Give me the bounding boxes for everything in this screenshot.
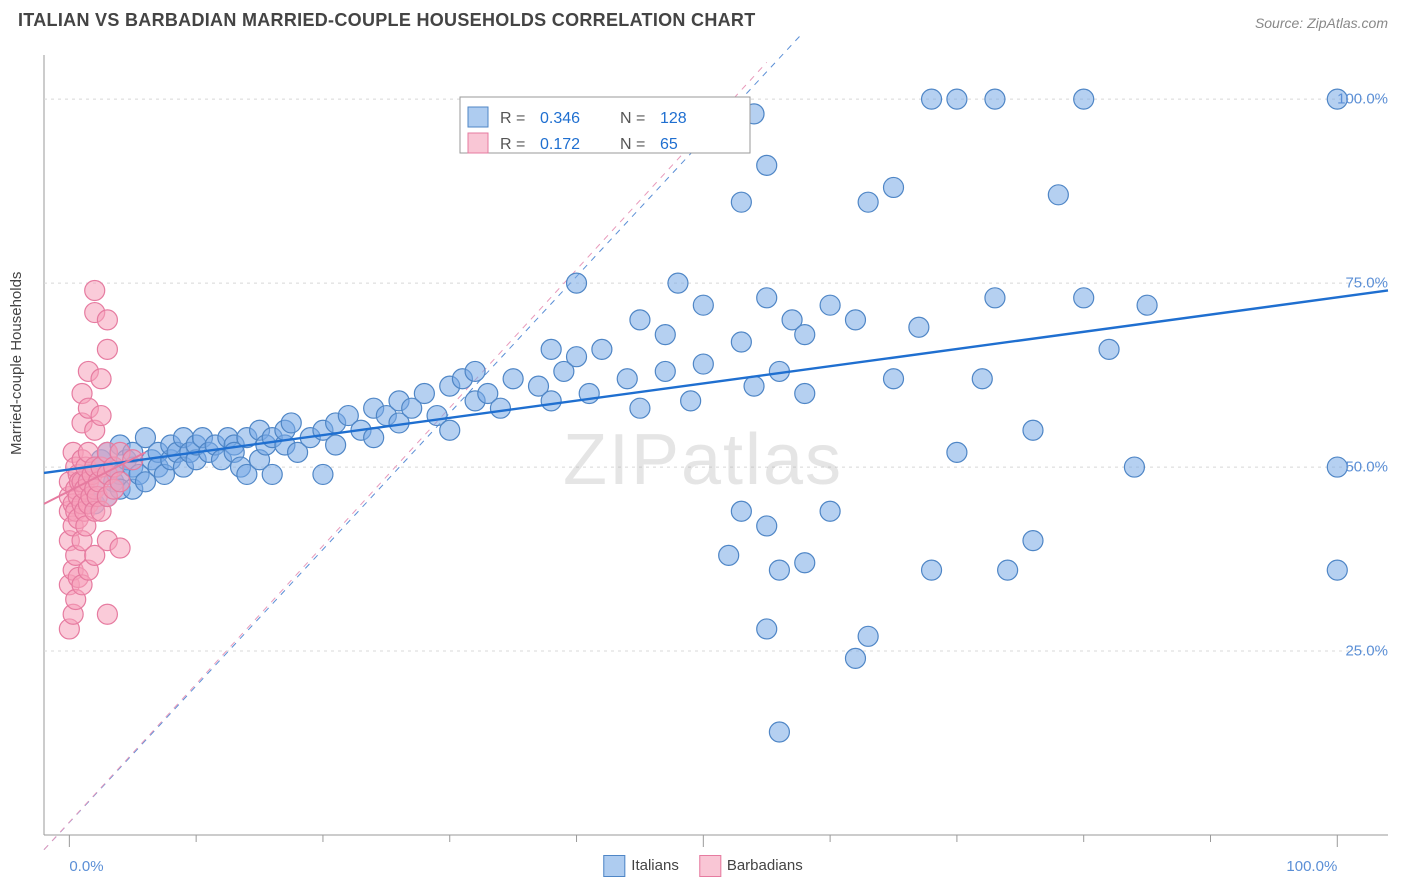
y-axis-label: Married-couple Households	[8, 272, 25, 455]
legend-item: Barbadians	[699, 855, 803, 877]
scatter-plot: R = 0.346 N = 128 R = 0.172 N = 65	[0, 35, 1406, 885]
svg-text:R =: R =	[500, 136, 525, 153]
y-tick-label: 75.0%	[1345, 275, 1388, 292]
svg-text:128: 128	[660, 110, 687, 127]
series-legend: Italians Barbadians	[603, 855, 802, 877]
x-tick-label: 0.0%	[69, 858, 103, 875]
svg-text:0.172: 0.172	[540, 136, 580, 153]
svg-text:R =: R =	[500, 110, 525, 127]
legend-swatch	[603, 855, 625, 877]
legend-label: Italians	[631, 857, 679, 874]
legend-item: Italians	[603, 855, 679, 877]
legend-swatch	[699, 855, 721, 877]
chart-title: ITALIAN VS BARBADIAN MARRIED-COUPLE HOUS…	[18, 10, 756, 31]
y-tick-label: 50.0%	[1345, 459, 1388, 476]
chart-header: ITALIAN VS BARBADIAN MARRIED-COUPLE HOUS…	[0, 0, 1406, 35]
legend-label: Barbadians	[727, 857, 803, 874]
chart-area: Married-couple Households R = 0.346 N = 128…	[0, 35, 1406, 885]
svg-text:65: 65	[660, 136, 678, 153]
x-tick-label: 100.0%	[1277, 858, 1337, 875]
svg-text:N =: N =	[620, 136, 645, 153]
chart-source: Source: ZipAtlas.com	[1255, 15, 1388, 31]
y-tick-label: 25.0%	[1345, 643, 1388, 660]
svg-text:0.346: 0.346	[540, 110, 580, 127]
y-tick-label: 100.0%	[1337, 91, 1388, 108]
svg-text:N =: N =	[620, 110, 645, 127]
